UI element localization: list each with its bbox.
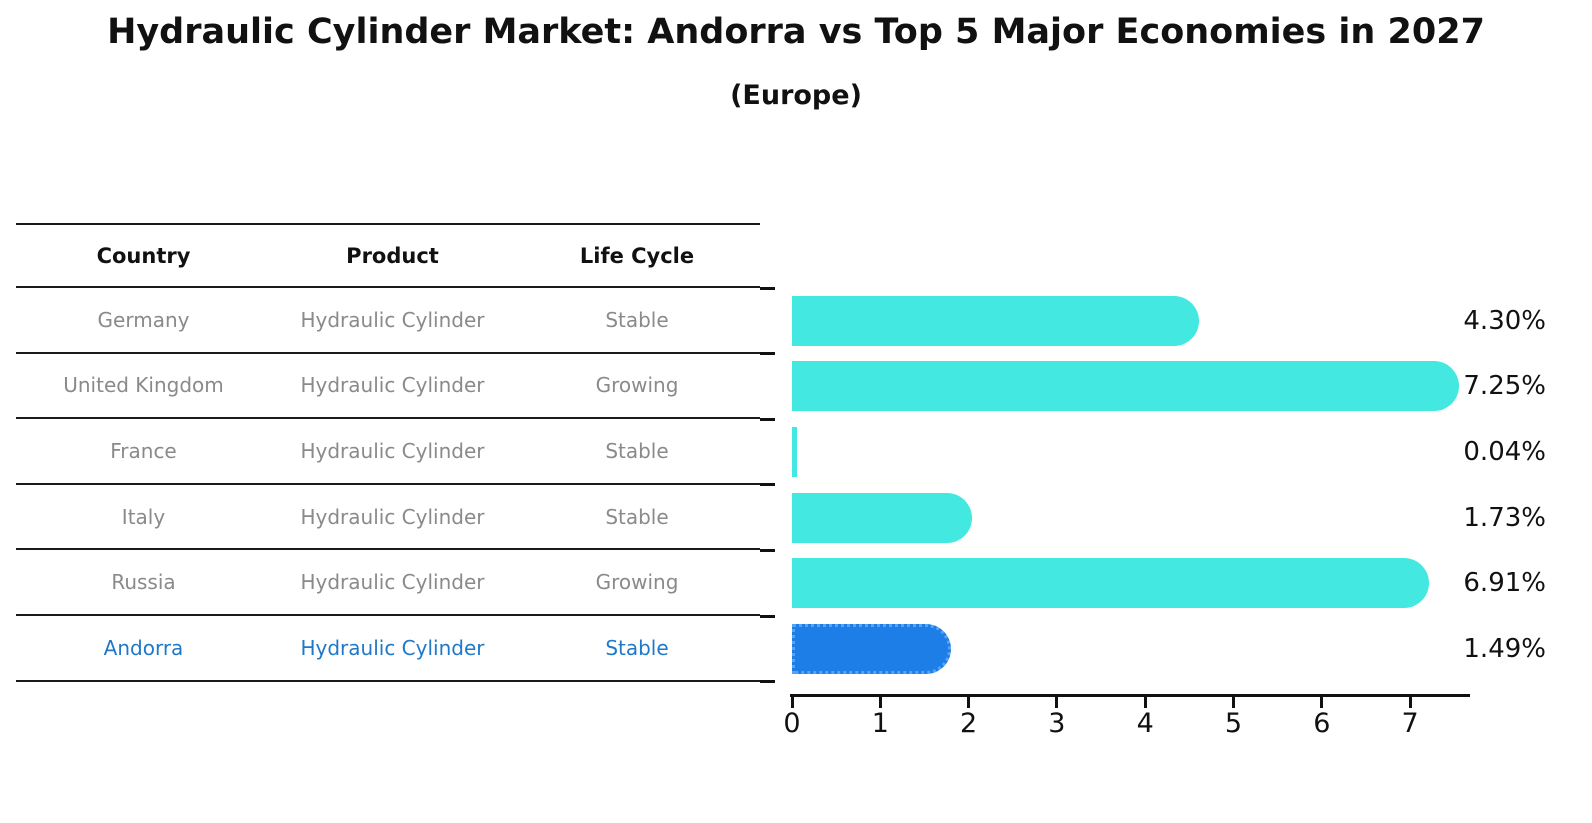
x-axis-line <box>790 694 1470 697</box>
value-label: 7.25% <box>1463 371 1546 402</box>
x-axis-tick-label: 0 <box>783 708 801 739</box>
x-axis-tick <box>1320 697 1324 708</box>
y-axis-tick <box>760 286 775 290</box>
cell-country: United Kingdom <box>63 373 224 398</box>
bar-united-kingdom <box>792 361 1460 412</box>
x-axis-tick <box>967 697 971 708</box>
cell-lifecycle: Growing <box>595 373 679 398</box>
value-label: 4.30% <box>1463 305 1546 336</box>
value-label: 6.91% <box>1463 568 1546 599</box>
cell-product: Hydraulic Cylinder <box>300 635 485 660</box>
table-row: Germany Hydraulic Cylinder Stable <box>16 288 760 354</box>
chart-title: Hydraulic Cylinder Market: Andorra vs To… <box>107 12 1485 52</box>
cell-lifecycle: Growing <box>595 570 679 595</box>
chart-subtitle: (Europe) <box>730 80 862 111</box>
y-axis-tick <box>760 417 775 421</box>
x-axis-tick-label: 1 <box>871 708 889 739</box>
cell-lifecycle: Stable <box>605 438 669 463</box>
bar-andorra <box>792 623 951 674</box>
value-label: 0.04% <box>1463 437 1546 467</box>
bar-russia <box>792 558 1430 609</box>
cell-lifecycle: Stable <box>605 307 669 332</box>
y-axis-tick <box>760 614 775 618</box>
cell-country: Italy <box>121 504 166 529</box>
table-row: France Hydraulic Cylinder Stable <box>16 419 760 485</box>
cell-product: Hydraulic Cylinder <box>300 307 485 332</box>
table-header-row: Country Product Life Cycle <box>16 223 760 288</box>
bar-germany <box>792 295 1199 346</box>
x-axis-tick <box>790 697 794 708</box>
bar-france <box>792 427 797 477</box>
cell-country: France <box>110 438 177 463</box>
bar-italy <box>792 492 972 543</box>
y-axis-tick <box>760 483 775 487</box>
y-axis-tick <box>760 352 775 356</box>
value-label: 1.49% <box>1463 633 1546 664</box>
cell-product: Hydraulic Cylinder <box>300 570 485 595</box>
cell-product: Hydraulic Cylinder <box>300 373 485 398</box>
table-row: Italy Hydraulic Cylinder Stable <box>16 485 760 551</box>
cell-lifecycle: Stable <box>605 504 669 529</box>
x-axis-tick-label: 4 <box>1136 708 1154 739</box>
y-axis-tick <box>760 548 775 552</box>
table-body: Germany Hydraulic Cylinder Stable United Ki… <box>16 288 760 682</box>
column-header-country: Country <box>96 243 191 268</box>
x-axis-tick <box>1408 697 1412 708</box>
x-axis-tick-label: 5 <box>1224 708 1243 739</box>
x-axis-tick <box>1143 697 1147 708</box>
x-axis-tick-label: 6 <box>1313 708 1331 739</box>
x-axis-tick <box>878 697 882 708</box>
cell-country: Germany <box>97 307 190 332</box>
value-label: 1.73% <box>1463 502 1546 533</box>
cell-product: Hydraulic Cylinder <box>300 438 485 463</box>
x-axis-tick <box>1055 697 1059 708</box>
y-axis-tick <box>760 680 775 684</box>
cell-product: Hydraulic Cylinder <box>300 504 485 529</box>
column-header-lifecycle: Life Cycle <box>579 243 695 268</box>
table-row: Russia Hydraulic Cylinder Growing <box>16 550 760 616</box>
x-axis-tick-label: 7 <box>1401 708 1419 739</box>
x-axis-tick-label: 3 <box>1048 708 1066 739</box>
column-header-product: Product <box>346 243 439 268</box>
table-row: Andorra Hydraulic Cylinder Stable <box>16 616 760 682</box>
cell-country: Russia <box>111 570 176 595</box>
x-axis-tick-label: 2 <box>960 708 978 739</box>
x-axis-tick <box>1232 697 1235 708</box>
table-row: United Kingdom Hydraulic Cylinder Growing <box>16 354 760 420</box>
cell-lifecycle: Stable <box>605 635 669 660</box>
cell-country: Andorra <box>103 635 184 660</box>
